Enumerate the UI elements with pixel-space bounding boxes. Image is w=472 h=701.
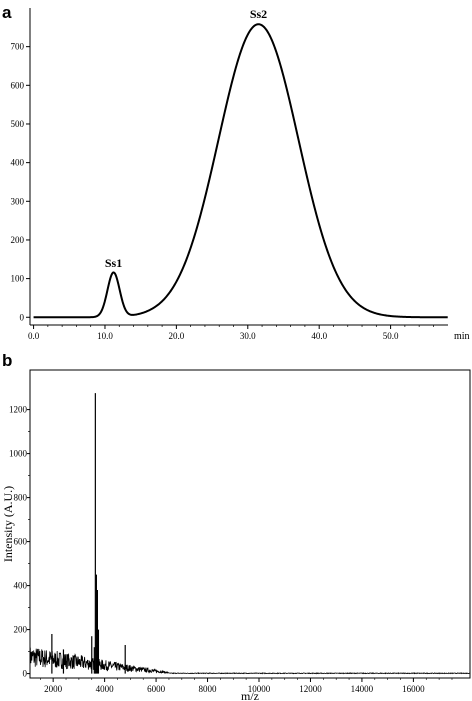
y-tick-label: 600 [14, 537, 28, 547]
y-axis-title: Intensity (A.U.) [1, 486, 15, 562]
x-tick-label: 30.0 [240, 331, 256, 341]
panel-a-label: a [2, 3, 12, 22]
y-tick-label: 0 [20, 312, 25, 322]
mass-spectrum-line [29, 647, 471, 675]
x-tick-label: 14000 [351, 684, 374, 694]
y-tick-label: 700 [11, 42, 25, 52]
y-tick-label: 300 [11, 196, 25, 206]
y-tick-label: 1200 [9, 405, 28, 415]
peak-label: Ss1 [105, 256, 122, 270]
y-tick-label: 100 [11, 274, 25, 284]
chromatogram-line [33, 23, 448, 319]
x-tick-label: 20.0 [169, 331, 185, 341]
chromatogram-panel: 0 100 200 300 400 500 600 700 0.0 10.0 20.0 30.0 40… [11, 7, 470, 342]
x-tick-label: 6000 [147, 684, 166, 694]
y-tick-label: 200 [14, 625, 28, 635]
x-tick-label: 12000 [299, 684, 322, 694]
y-tick-label: 400 [14, 581, 28, 591]
x-tick-label: 0.0 [28, 331, 40, 341]
y-tick-label: 0 [23, 669, 28, 679]
x-tick-label: 2000 [44, 684, 63, 694]
panel-a-x-unit: min [454, 331, 470, 342]
mass-spectrum-panel: 0 200 400 600 800 1000 1200 2000 4000 6000 8000 10… [1, 369, 471, 701]
x-tick-label: 50.0 [383, 331, 399, 341]
y-tick-label: 1000 [9, 449, 28, 459]
y-tick-label: 200 [11, 235, 25, 245]
panel-b-label: b [2, 351, 12, 370]
x-tick-label: 40.0 [311, 331, 327, 341]
x-tick-label: 10000 [248, 684, 271, 694]
x-axis-title: m/z [241, 689, 259, 701]
peak-label: Ss2 [250, 7, 267, 21]
x-tick-label: 16000 [402, 684, 425, 694]
x-tick-label: 8000 [199, 684, 218, 694]
x-tick-label: 10.0 [97, 331, 113, 341]
x-tick-label: 4000 [96, 684, 115, 694]
y-tick-label: 400 [11, 158, 25, 168]
y-tick-label: 500 [11, 119, 25, 129]
y-tick-label: 800 [14, 493, 28, 503]
panel-b-frame [29, 369, 471, 679]
y-tick-label: 600 [11, 80, 25, 90]
